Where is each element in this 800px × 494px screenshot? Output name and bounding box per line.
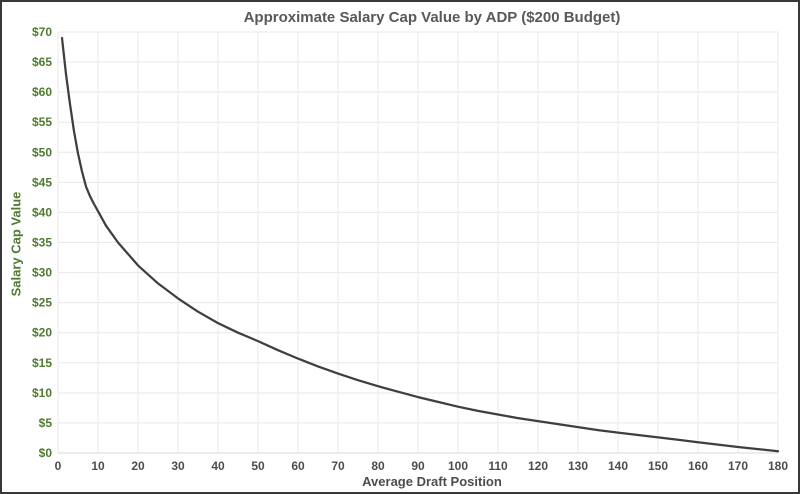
x-tick-label: 170 — [728, 459, 748, 473]
x-tick-label: 110 — [488, 459, 508, 473]
x-tick-label: 0 — [55, 459, 62, 473]
chart-title: Approximate Salary Cap Value by ADP ($20… — [243, 9, 621, 26]
y-tick-label: $65 — [32, 55, 52, 69]
x-tick-label: 180 — [768, 459, 788, 473]
x-tick-label: 160 — [688, 459, 708, 473]
y-tick-label: $0 — [39, 446, 53, 460]
y-tick-label: $50 — [32, 145, 52, 159]
y-tick-label: $5 — [39, 416, 53, 430]
x-axis-title: Average Draft Position — [362, 474, 502, 489]
y-tick-label: $45 — [32, 175, 52, 189]
y-tick-label: $70 — [32, 25, 52, 39]
x-tick-label: 40 — [211, 459, 225, 473]
x-tick-label: 50 — [251, 459, 265, 473]
x-tick-label: 130 — [568, 459, 588, 473]
x-tick-label: 80 — [371, 459, 385, 473]
x-tick-label: 20 — [131, 459, 145, 473]
x-tick-label: 140 — [608, 459, 628, 473]
y-tick-label: $25 — [32, 296, 52, 310]
y-tick-label: $20 — [32, 326, 52, 340]
salary-cap-curve — [60, 36, 780, 453]
y-tick-label: $60 — [32, 85, 52, 99]
x-tick-label: 100 — [448, 459, 468, 473]
x-tick-label: 90 — [411, 459, 425, 473]
y-tick-label: $15 — [32, 356, 52, 370]
x-tick-label: 30 — [171, 459, 185, 473]
x-tick-label: 150 — [648, 459, 668, 473]
x-tick-label: 60 — [291, 459, 305, 473]
y-tick-label: $10 — [32, 386, 52, 400]
y-tick-label: $55 — [32, 115, 52, 129]
x-tick-label: 10 — [91, 459, 105, 473]
y-tick-label: $35 — [32, 236, 52, 250]
y-tick-label: $40 — [32, 205, 52, 219]
x-tick-label: 120 — [528, 459, 548, 473]
x-tick-label: 70 — [331, 459, 345, 473]
y-tick-label: $30 — [32, 266, 52, 280]
